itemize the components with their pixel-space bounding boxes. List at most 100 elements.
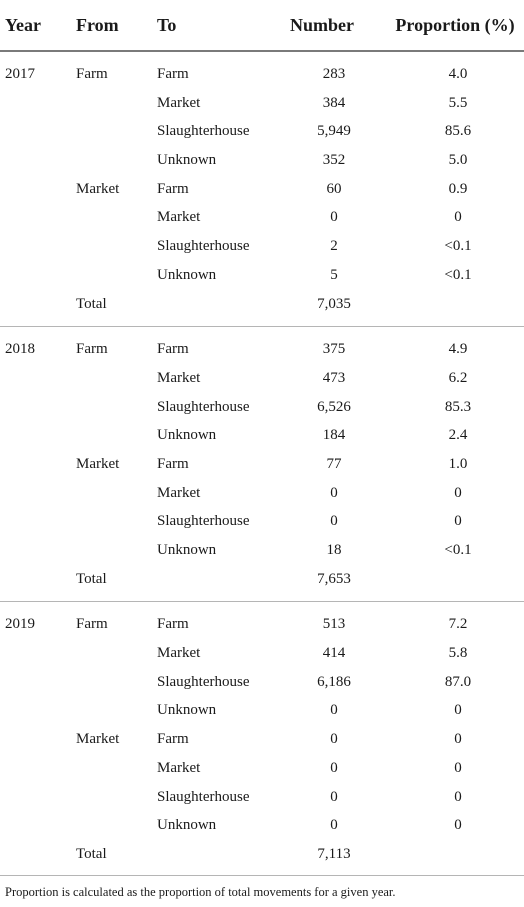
to-cell: Slaughterhouse	[157, 513, 250, 530]
to-cell: Unknown	[157, 542, 217, 558]
to-cell: Market	[157, 209, 201, 226]
table-row: Slaughterhouse 0 0	[0, 783, 524, 812]
to-cell: Slaughterhouse	[157, 398, 250, 415]
number-cell: 0	[330, 759, 338, 776]
total-row: Total 7,113	[0, 840, 524, 869]
number-cell: 0	[330, 817, 338, 834]
number-cell: 2	[330, 238, 338, 255]
from-cell: Farm	[76, 616, 108, 633]
number-cell: 0	[330, 731, 338, 748]
table-row: 2017 Farm Farm 283 4.0	[0, 60, 524, 89]
year-group-2018: 2018 Farm Farm 375 4.9 Market 473 6.2 Slaughterh…	[0, 327, 524, 601]
table-row: Market 0 0	[0, 754, 524, 783]
number-cell: 283	[322, 66, 346, 82]
year-cell: 2017	[5, 66, 35, 82]
to-cell: Market	[157, 94, 201, 111]
proportion-cell: 5.8	[448, 645, 468, 662]
to-cell: Unknown	[157, 817, 217, 834]
proportion-cell: <0.1	[444, 238, 472, 255]
footnote-rule	[0, 875, 524, 876]
table-row: Unknown 5 <0.1	[0, 261, 524, 290]
total-label: Total	[76, 570, 107, 587]
proportion-cell: 0	[454, 759, 462, 776]
number-cell: 6,186	[317, 673, 351, 690]
table-row: Unknown 184 2.4	[0, 421, 524, 450]
header-to: To	[157, 15, 177, 35]
number-cell: 414	[322, 645, 346, 662]
proportion-cell: 85.6	[444, 123, 472, 140]
to-cell: Slaughterhouse	[157, 238, 250, 255]
proportion-cell: 85.3	[444, 398, 472, 415]
header-number: Number	[290, 15, 354, 35]
total-row: Total 7,653	[0, 565, 524, 594]
table-row: Market Farm 60 0.9	[0, 175, 524, 204]
proportion-cell: 5.0	[448, 152, 468, 169]
proportion-cell: 87.0	[444, 673, 472, 690]
to-cell: Unknown	[157, 427, 217, 444]
table-row: Market 384 5.5	[0, 89, 524, 118]
table-row: Market 0 0	[0, 203, 524, 232]
to-cell: Unknown	[157, 152, 217, 169]
to-cell: Market	[157, 759, 201, 776]
total-label: Total	[76, 295, 107, 312]
to-cell: Farm	[157, 341, 189, 358]
from-cell: Market	[76, 180, 120, 197]
number-cell: 513	[322, 616, 346, 633]
year-cell: 2018	[5, 341, 35, 358]
proportion-cell: 0.9	[448, 180, 468, 197]
proportion-cell: 0	[454, 209, 462, 226]
proportion-cell: 0	[454, 731, 462, 748]
year-group-2017: 2017 Farm Farm 283 4.0 Market 384 5.5 Slaughterh…	[0, 52, 524, 326]
total-label: Total	[76, 845, 107, 862]
proportion-cell: 5.5	[448, 94, 468, 111]
proportion-cell: 4.0	[448, 66, 468, 82]
table-row: 2018 Farm Farm 375 4.9	[0, 335, 524, 364]
number-cell: 60	[326, 180, 342, 197]
group-divider	[0, 601, 524, 603]
proportion-cell: 0	[454, 788, 462, 805]
number-cell: 6,526	[317, 398, 351, 415]
to-cell: Slaughterhouse	[157, 673, 250, 690]
to-cell: Market	[157, 369, 201, 386]
proportion-cell: <0.1	[444, 542, 472, 558]
table-row: Slaughterhouse 5,949 85.6	[0, 117, 524, 146]
proportion-cell: 4.9	[448, 341, 468, 358]
table-row: Unknown 352 5.0	[0, 146, 524, 175]
total-row: Total 7,035	[0, 290, 524, 319]
table-row: Unknown 0 0	[0, 696, 524, 725]
header-from: From	[76, 15, 119, 35]
table-row: Market Farm 0 0	[0, 725, 524, 754]
header-proportion: Proportion (%)	[395, 15, 515, 35]
to-cell: Slaughterhouse	[157, 788, 250, 805]
table-row: Slaughterhouse 0 0	[0, 507, 524, 536]
total-value: 7,035	[317, 295, 351, 312]
to-cell: Unknown	[157, 702, 217, 719]
proportion-cell: 0	[454, 817, 462, 834]
to-cell: Farm	[157, 66, 189, 82]
from-cell: Market	[76, 731, 120, 748]
proportion-cell: 2.4	[448, 427, 468, 444]
group-divider	[0, 326, 524, 328]
number-cell: 473	[322, 369, 346, 386]
number-cell: 0	[330, 484, 338, 501]
number-cell: 0	[330, 702, 338, 719]
table-row: 2019 Farm Farm 513 7.2	[0, 610, 524, 639]
number-cell: 384	[322, 94, 346, 111]
table-header-row: Year From To Number Proportion (%)	[0, 0, 524, 50]
to-cell: Farm	[157, 180, 189, 197]
number-cell: 5,949	[317, 123, 351, 140]
proportion-cell: <0.1	[444, 266, 472, 283]
to-cell: Slaughterhouse	[157, 123, 250, 140]
year-group-2019: 2019 Farm Farm 513 7.2 Market 414 5.8 Slaughterh…	[0, 602, 524, 876]
proportion-cell: 7.2	[448, 616, 468, 633]
header-rule	[0, 50, 524, 52]
number-cell: 375	[322, 341, 346, 358]
to-cell: Farm	[157, 731, 189, 748]
table-footnote: Proportion is calculated as the proporti…	[5, 885, 396, 899]
table-row: Unknown 0 0	[0, 811, 524, 840]
from-cell: Market	[76, 455, 120, 472]
proportion-cell: 0	[454, 484, 462, 501]
number-cell: 18	[326, 542, 342, 558]
number-cell: 0	[330, 209, 338, 226]
total-value: 7,653	[317, 570, 351, 587]
